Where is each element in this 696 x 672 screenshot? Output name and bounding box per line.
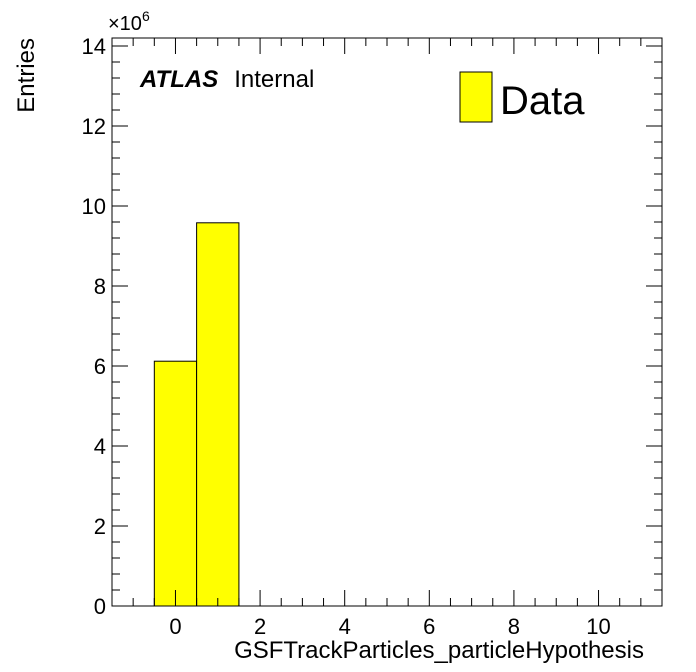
y-tick-label: 8 <box>94 274 106 299</box>
x-tick-label: 6 <box>423 614 435 639</box>
x-tick-label: 8 <box>508 614 520 639</box>
y-tick-label: 12 <box>82 114 106 139</box>
legend: Data <box>459 71 585 123</box>
atlas-status: Internal <box>234 66 314 93</box>
histogram-bin-1 <box>196 222 240 607</box>
legend-swatch <box>459 71 493 123</box>
y-tick-label: 4 <box>94 434 106 459</box>
y-tick-label: 14 <box>82 34 106 59</box>
axis-ticks <box>111 38 663 607</box>
y-multiplier-base: ×10 <box>108 13 142 35</box>
y-tick-label: 6 <box>94 354 106 379</box>
tick-labels: 0 2 4 6 8 10 0 2 4 6 8 10 12 14 <box>82 34 611 639</box>
y-axis-label: Entries <box>13 38 40 113</box>
y-tick-label: 0 <box>94 594 106 619</box>
y-tick-label: 2 <box>94 514 106 539</box>
x-axis-label: GSFTrackParticles_particleHypothesis <box>234 637 644 664</box>
y-tick-label: 10 <box>82 194 106 219</box>
y-multiplier-label: ×106 <box>108 8 150 35</box>
x-tick-label: 2 <box>254 614 266 639</box>
x-tick-label: 0 <box>169 614 181 639</box>
histogram-bin-0 <box>153 360 198 607</box>
legend-entry-data: Data <box>500 79 585 123</box>
atlas-label: ATLAS Internal <box>139 66 314 93</box>
histogram-bars <box>153 222 240 607</box>
x-tick-label: 10 <box>586 614 610 639</box>
x-tick-label: 4 <box>339 614 351 639</box>
atlas-experiment: ATLAS <box>139 66 218 93</box>
y-multiplier-exponent: 6 <box>142 8 150 24</box>
plot-frame <box>111 37 663 607</box>
